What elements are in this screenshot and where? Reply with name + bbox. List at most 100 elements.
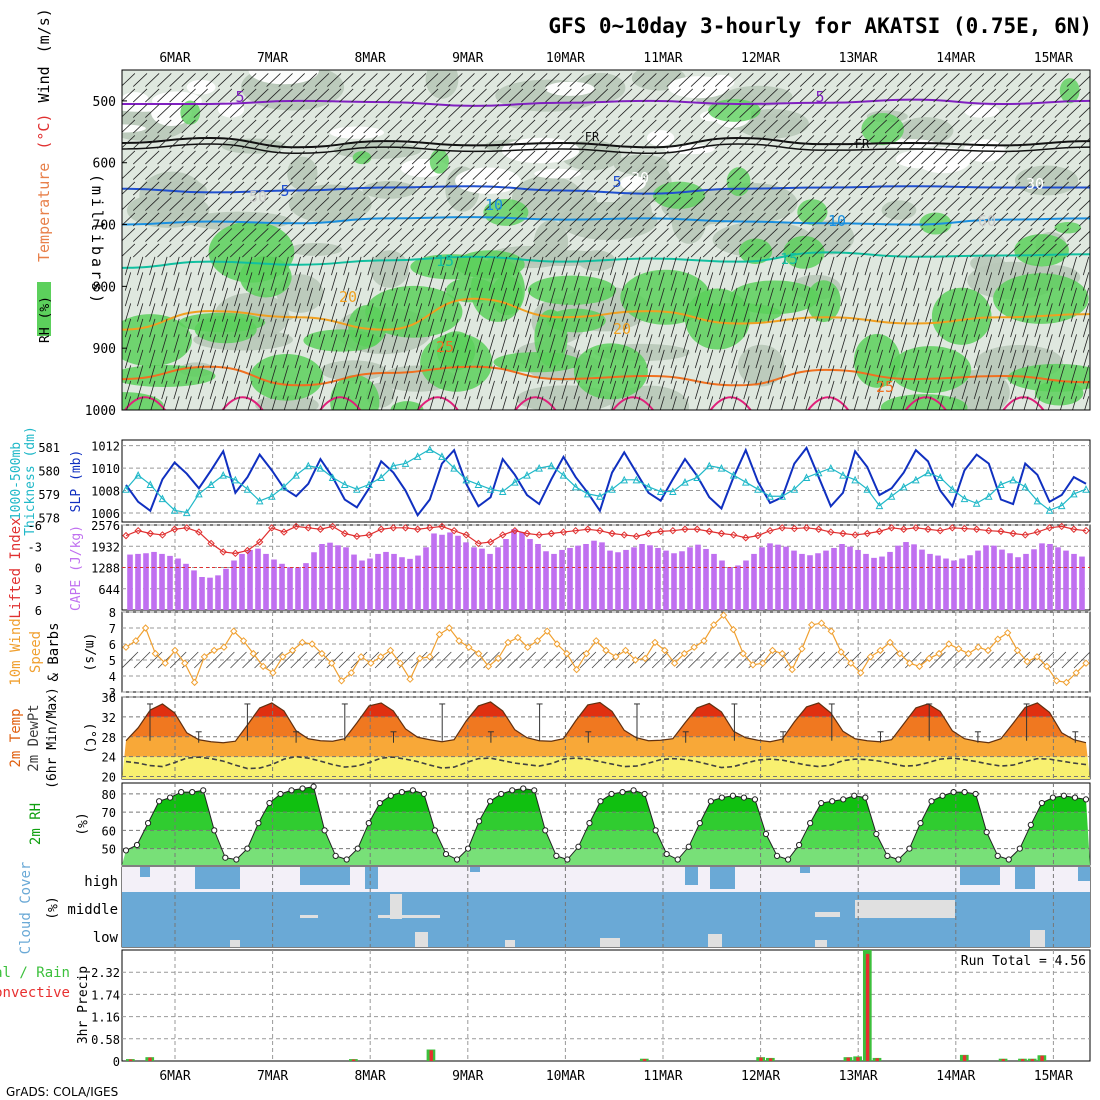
top-date-label: 9MAR <box>452 51 483 66</box>
wind-barb <box>945 228 960 242</box>
wind-barb <box>727 73 742 87</box>
wind-barb <box>302 166 318 180</box>
rh-point <box>542 827 549 834</box>
wind-barb <box>690 73 706 87</box>
wind-barb <box>122 243 136 258</box>
wind-barb <box>824 181 839 196</box>
wind-barb <box>597 396 605 410</box>
wind-barb <box>804 256 811 276</box>
wind-speed-point <box>592 637 600 645</box>
cape-ytick: 1288 <box>91 562 120 576</box>
wind-barb <box>1018 135 1033 149</box>
wind-barb <box>496 73 512 87</box>
rh-dry-region <box>646 130 675 146</box>
wind-barb <box>736 651 753 669</box>
wind-barb <box>234 256 241 276</box>
wind-barb <box>840 349 847 369</box>
wind-barb <box>545 181 560 196</box>
wind-barb <box>525 380 532 400</box>
wind-barb <box>306 287 313 307</box>
wind-barb <box>533 73 548 87</box>
wind-barb <box>1078 181 1090 196</box>
lifted-index-point <box>122 531 130 540</box>
wind-barb <box>860 73 875 87</box>
wind-barb <box>234 349 241 369</box>
wind-barb <box>1030 212 1045 227</box>
wind-barb <box>193 119 208 134</box>
wind-barb <box>161 380 168 400</box>
wind-barb <box>775 228 790 242</box>
wind-speed-point <box>837 648 845 656</box>
wind-barb <box>836 73 851 87</box>
wind-barb <box>1018 119 1033 134</box>
thickness-point <box>705 461 714 470</box>
thickness-ytick: 581 <box>38 441 60 455</box>
wind-barb <box>998 303 1005 322</box>
isotherm-line <box>612 396 654 410</box>
wind-speed-point <box>808 621 816 629</box>
wind-barb <box>471 651 488 669</box>
wind-barb <box>977 651 994 669</box>
wind-barb <box>278 135 293 149</box>
cape-bar <box>255 548 261 610</box>
wind-barb <box>812 104 827 118</box>
cape-bar <box>623 549 629 610</box>
wind-barb <box>1070 334 1077 353</box>
cape-bar <box>535 544 541 610</box>
wind-barb <box>622 334 629 353</box>
cape-bar <box>1063 550 1069 610</box>
wind-barb <box>731 365 738 384</box>
wind-barb <box>379 256 386 276</box>
thickness-point <box>134 471 142 479</box>
wind-barb <box>387 166 402 180</box>
wind-barb <box>403 287 410 307</box>
cape-bar <box>207 577 213 610</box>
cape-bar <box>1055 547 1061 610</box>
wind-barb <box>549 318 556 338</box>
wind-barb <box>145 119 160 134</box>
thickness-point <box>1009 475 1017 484</box>
wind-barb <box>1030 243 1045 258</box>
wind-barb <box>363 135 378 149</box>
wind-barb <box>1049 651 1067 669</box>
wind-barb <box>561 349 568 369</box>
thickness-point <box>158 494 167 503</box>
wind-barb <box>852 287 859 307</box>
wind-barb <box>258 396 265 410</box>
wind-barb <box>512 349 520 369</box>
rh-point <box>619 789 626 796</box>
wind-barb <box>969 119 985 134</box>
rh-moist-region <box>1034 380 1084 406</box>
wind-barb <box>242 197 257 211</box>
wind-barb <box>799 150 815 165</box>
wind-barb <box>767 272 774 291</box>
wind-barb <box>909 119 924 134</box>
wind-barb <box>634 256 641 276</box>
cape-bar <box>455 535 461 610</box>
wind-barb <box>634 365 641 384</box>
wind-speed-point <box>710 621 718 629</box>
wind-barb <box>828 272 835 291</box>
wind-barb <box>642 135 657 149</box>
wind-barb <box>157 88 172 103</box>
rh-moist-region <box>178 312 266 333</box>
wind-barb <box>545 119 560 134</box>
wind-barb <box>246 349 253 369</box>
rh-moist-region <box>180 100 201 125</box>
wind-barb <box>961 272 968 291</box>
wind-barb <box>731 318 738 338</box>
wind-barb <box>367 318 374 338</box>
wind-barb <box>876 365 883 384</box>
wind-barb <box>318 380 326 400</box>
wind-barb <box>318 365 326 384</box>
wind-barb <box>1034 380 1041 400</box>
wind-barb <box>973 272 980 291</box>
wind-speed-point <box>1062 678 1071 687</box>
cape-bar <box>159 553 165 610</box>
wind-barb <box>290 212 305 227</box>
wind-barb <box>411 104 427 118</box>
wind-speed-point <box>876 646 884 655</box>
wind-barb <box>209 303 216 322</box>
cape-bar <box>167 555 173 610</box>
wind-barb <box>937 318 944 338</box>
